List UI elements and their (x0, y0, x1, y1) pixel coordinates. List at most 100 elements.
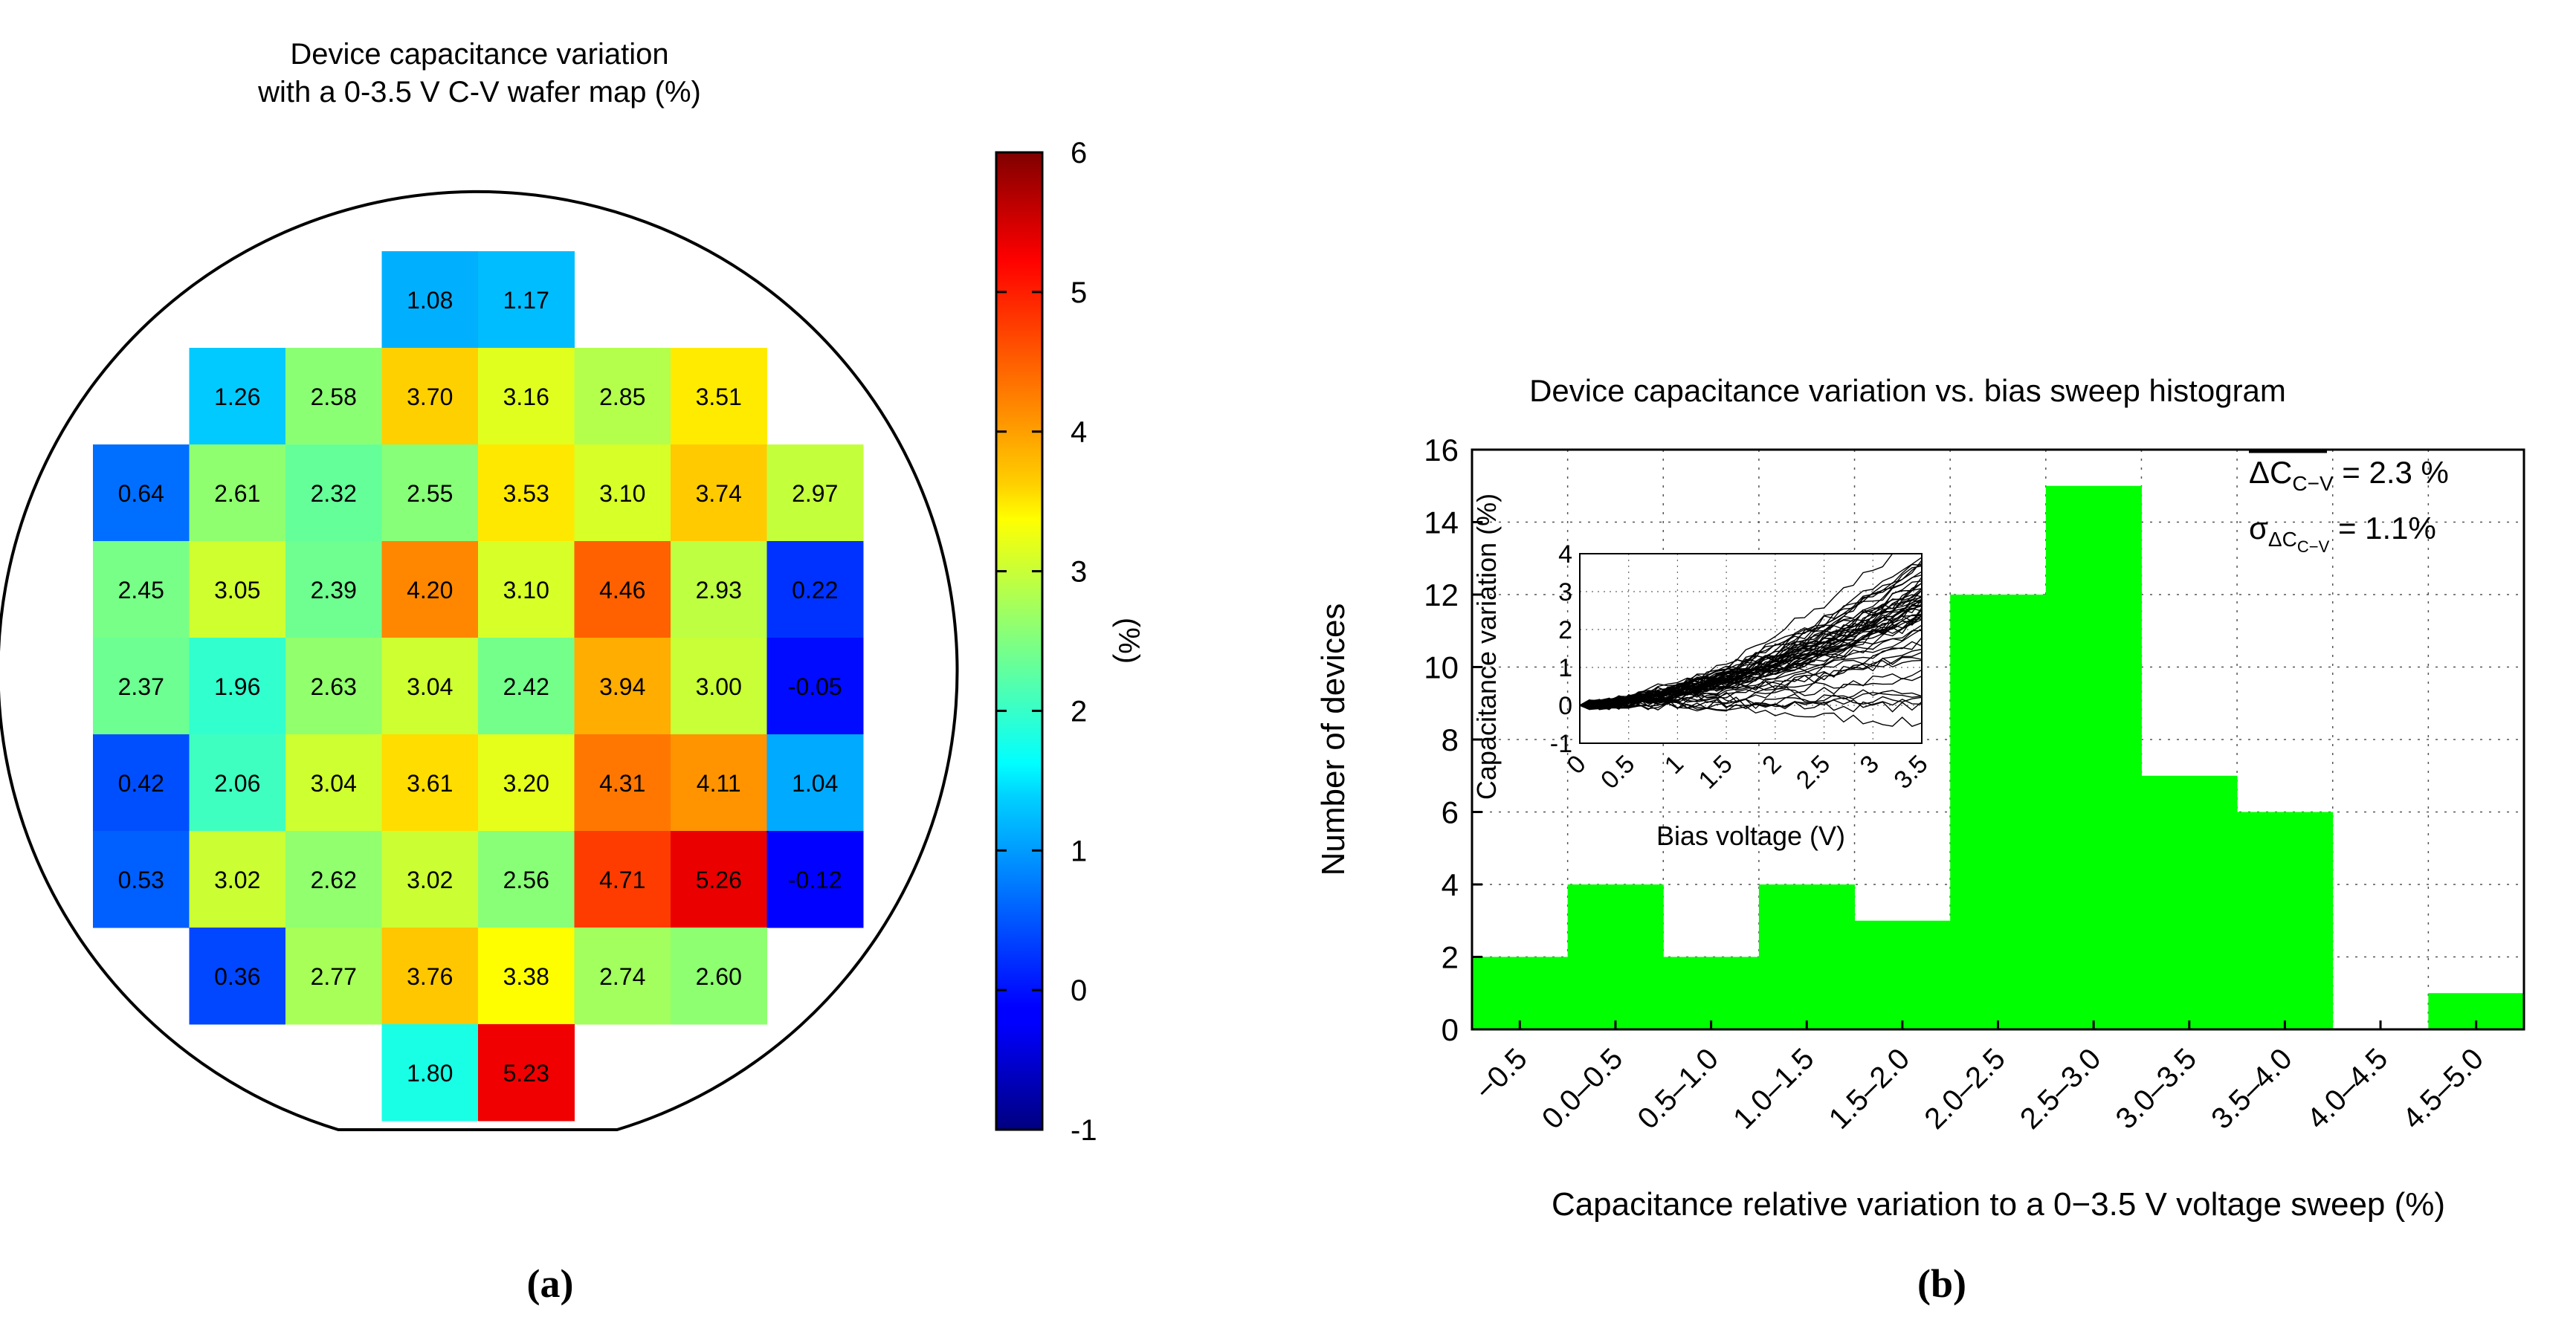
wafer-cell-value: 3.61 (407, 770, 453, 797)
wafer-cell (285, 734, 382, 832)
wafer-cell-value: -0.12 (788, 867, 842, 893)
wafer-cell (285, 928, 382, 1025)
inset-x-tick-label: 3.5 (1888, 750, 1933, 795)
histogram-y-ticks: 0 2 4 6 8 10 12 14 16 (1424, 433, 1482, 1047)
inset-y-tick-label: -1 (1550, 730, 1572, 758)
wafer-cell-value: 3.02 (214, 867, 260, 893)
wafer-map-panel: Device capacitance variation with a 0-3.… (0, 38, 1145, 1306)
wafer-cell-value: 2.56 (503, 867, 549, 893)
wafer-cell-value: 0.22 (792, 577, 838, 604)
inset-y-tick-label: 4 (1558, 540, 1572, 569)
inset-curve (1580, 557, 1922, 709)
x-tick-label: 4.5–5.0 (2397, 1042, 2490, 1135)
wafer-cell-value: 5.23 (503, 1060, 549, 1087)
wafer-cell (478, 444, 575, 542)
wafer-map-title-line1: Device capacitance variation (290, 38, 668, 71)
wafer-cell (381, 541, 479, 638)
histogram-x-axis-label: Capacitance relative variation to a 0−3.… (1552, 1186, 2445, 1223)
histogram-y-axis-label: Number of devices (1315, 604, 1352, 876)
wafer-cell (574, 444, 671, 542)
wafer-map-title-line2: with a 0-3.5 V C-V wafer map (%) (257, 76, 701, 109)
wafer-cell (574, 928, 671, 1025)
wafer-cell-value: 3.16 (503, 384, 549, 410)
wafer-cell (285, 638, 382, 735)
wafer-cell (574, 638, 671, 735)
wafer-cell (381, 251, 479, 349)
wafer-cell (93, 831, 190, 928)
wafer-cell (478, 734, 575, 832)
wafer-cell-value: 3.04 (311, 770, 357, 797)
colorbar-label: (%) (1112, 618, 1145, 664)
wafer-cell (671, 734, 767, 832)
y-tick-label: 16 (1424, 433, 1459, 467)
wafer-cells: 1.08 1.17 1.26 2.58 3.70 3.16 2.85 3.51 0.64 2.61… (93, 251, 864, 1122)
histogram-bar (2045, 485, 2142, 1029)
wafer-cell (189, 444, 286, 542)
colorbar-tick-label: 4 (1071, 416, 1087, 449)
x-tick-label: 0.5–1.0 (1631, 1042, 1724, 1135)
wafer-cell-value: 4.11 (697, 770, 741, 797)
wafer-cell-value: 3.51 (696, 384, 742, 410)
wafer-cell-value: 3.53 (503, 480, 549, 507)
wafer-cell-value: 3.04 (407, 673, 453, 700)
wafer-cell (478, 638, 575, 735)
wafer-cell (766, 734, 864, 832)
wafer-cell-value: 2.74 (599, 963, 645, 990)
wafer-cell-value: 0.42 (118, 770, 164, 797)
colorbar-tick-label: 6 (1071, 137, 1087, 169)
wafer-cell (766, 541, 864, 638)
x-tick-label: 1.5–2.0 (1823, 1042, 1916, 1135)
histogram-title: Device capacitance variation vs. bias sw… (1529, 373, 2286, 408)
colorbar-tick-label: -1 (1071, 1114, 1097, 1147)
wafer-outline (0, 190, 959, 1131)
wafer-cell (671, 638, 767, 735)
inset-x-tick-label: 3 (1855, 750, 1885, 780)
inset-curve (1580, 696, 1922, 711)
y-tick-label: 14 (1424, 505, 1459, 540)
inset-x-tick-label: 0 (1561, 750, 1591, 780)
sigma-annotation: σΔCC−V = 1.1% (2249, 511, 2436, 556)
inset-curve (1580, 560, 1922, 706)
wafer-cell (381, 638, 479, 735)
wafer-cell (574, 734, 671, 832)
wafer-cell (381, 348, 479, 445)
wafer-cell-value: 4.71 (599, 867, 645, 893)
histogram-bar (2141, 775, 2238, 1029)
wafer-cell (285, 831, 382, 928)
wafer-cell (285, 348, 382, 445)
colorbar-tick-label: 0 (1071, 974, 1087, 1007)
x-tick-label: −0.5 (1469, 1042, 1534, 1107)
wafer-cell-value: 2.93 (696, 577, 742, 604)
colorbar-tick-label: 3 (1071, 556, 1087, 589)
wafer-cell (93, 541, 190, 638)
wafer-cell-value: 1.96 (214, 673, 260, 700)
wafer-cell-value: 3.38 (503, 963, 549, 990)
histogram-panel: Device capacitance variation vs. bias sw… (1315, 373, 2525, 1306)
colorbar-tick-label: 2 (1071, 695, 1087, 728)
colorbar-ticks: 6 5 4 3 2 1 0 -1 (996, 137, 1097, 1147)
inset-y-axis-label: Capacitance variation (%) (1471, 494, 1502, 800)
inset-curve (1580, 554, 1894, 711)
histogram-bars (1472, 485, 2525, 1029)
wafer-cell-value: 3.10 (599, 480, 645, 507)
wafer-cell-value: 4.46 (599, 577, 645, 604)
wafer-cell-value: 0.64 (118, 480, 164, 507)
wafer-cell-value: 2.39 (311, 577, 357, 604)
sigma-text: σΔCC−V = 1.1% (2249, 511, 2436, 556)
y-tick-label: 2 (1442, 940, 1459, 975)
wafer-cell-value: 1.04 (792, 770, 838, 797)
histogram-bar (1950, 595, 2047, 1029)
wafer-cell (671, 541, 767, 638)
wafer-cell (766, 638, 864, 735)
wafer-cell (381, 928, 479, 1025)
wafer-cell-value: 2.37 (118, 673, 164, 700)
wafer-cell-value: 1.08 (407, 287, 453, 314)
wafer-cell-value: 3.00 (696, 673, 742, 700)
y-tick-label: 12 (1424, 577, 1459, 612)
x-tick-label: 2.5–3.0 (2014, 1042, 2107, 1135)
y-tick-label: 8 (1442, 722, 1459, 757)
inset-x-tick-label: 1.5 (1694, 750, 1738, 795)
wafer-cell (478, 831, 575, 928)
histogram-bar (1663, 957, 1760, 1029)
